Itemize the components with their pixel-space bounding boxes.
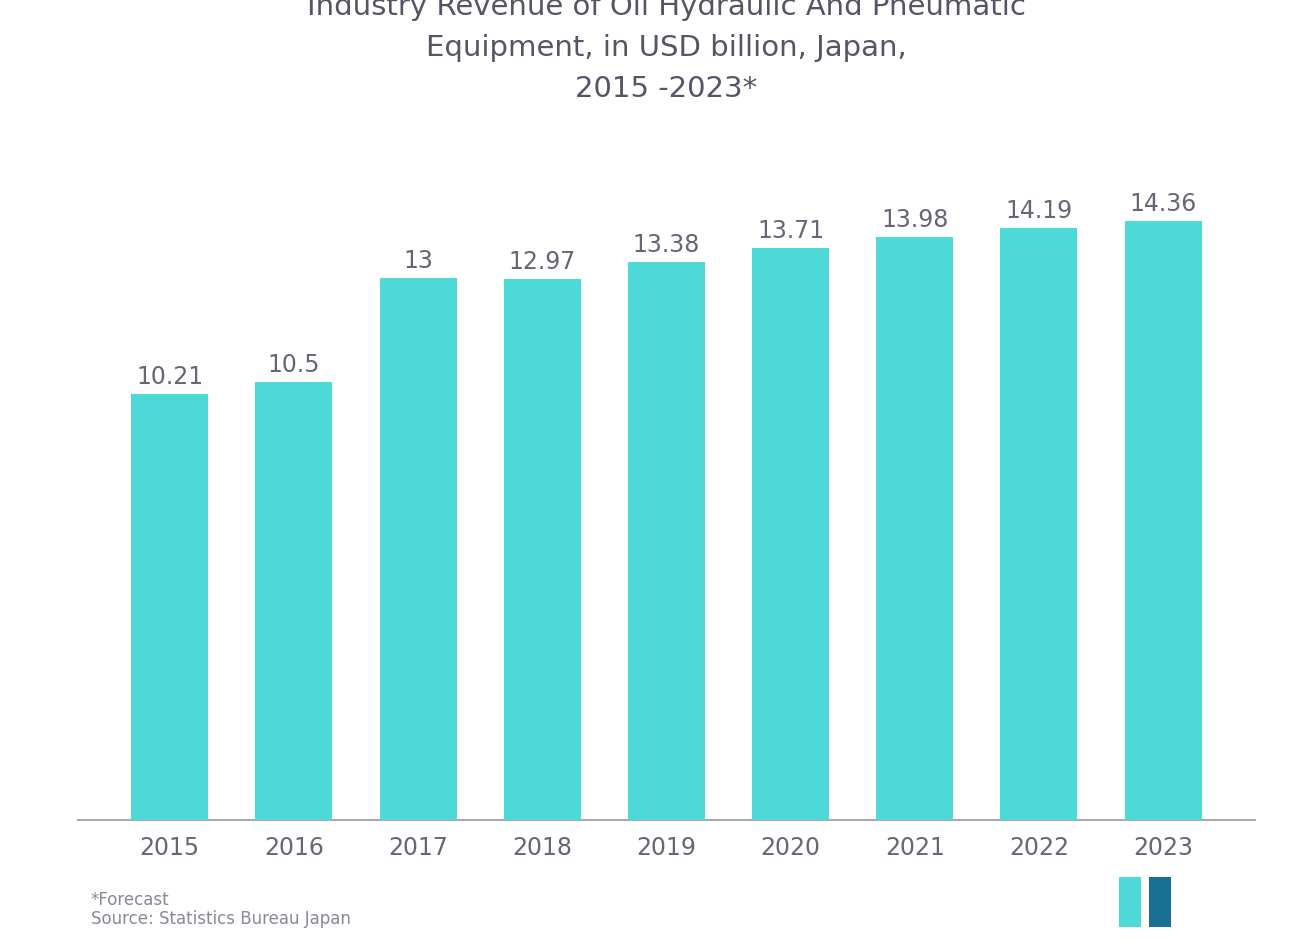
Bar [628,262,705,820]
Text: Source: Statistics Bureau Japan: Source: Statistics Bureau Japan [91,910,351,928]
Bar [752,248,829,820]
Text: 13: 13 [404,249,433,273]
Text: 13.71: 13.71 [757,219,824,243]
Bar [876,236,954,820]
Bar [503,279,581,820]
Text: 12.97: 12.97 [509,250,576,274]
Text: 10.21: 10.21 [136,365,203,389]
Polygon shape [1149,877,1171,927]
Text: 13.98: 13.98 [881,208,949,232]
Text: 13.38: 13.38 [633,233,700,257]
Text: 14.36: 14.36 [1130,192,1197,216]
Polygon shape [1119,877,1141,927]
Text: 10.5: 10.5 [268,353,320,377]
Title: Industry Revenue of Oil Hydraulic And Pneumatic
Equipment, in USD billion, Japan: Industry Revenue of Oil Hydraulic And Pn… [307,0,1026,104]
Bar [1000,228,1078,820]
Bar [379,278,457,820]
Bar [1124,221,1202,820]
Text: *Forecast: *Forecast [91,891,170,909]
Text: 14.19: 14.19 [1005,199,1073,223]
Bar [131,394,208,820]
Bar [255,382,333,820]
